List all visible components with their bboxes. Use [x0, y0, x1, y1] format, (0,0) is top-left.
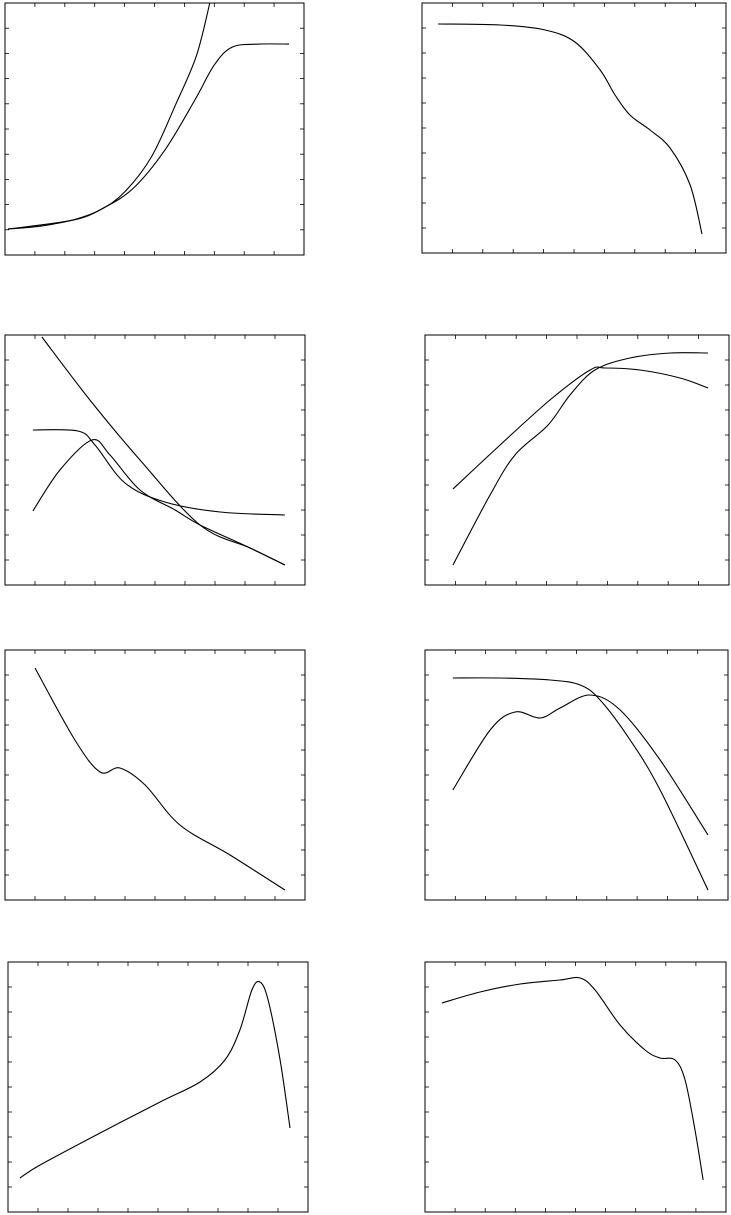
- line-series: [32, 429, 285, 516]
- panel: [424, 961, 727, 1213]
- plot-area: [441, 976, 704, 1181]
- plot-area: [7, 3, 290, 230]
- plot-area: [34, 667, 286, 891]
- line-series: [438, 23, 703, 235]
- line-series: [19, 980, 291, 1179]
- panel: [4, 334, 306, 586]
- line-series: [41, 336, 286, 566]
- plot-frame: [4, 2, 305, 256]
- plot-frame: [424, 649, 729, 901]
- line-series: [7, 3, 211, 230]
- line-series: [452, 694, 709, 836]
- plot-area: [438, 23, 703, 235]
- line-series: [7, 43, 290, 230]
- plot-area: [452, 352, 709, 566]
- panel: [424, 334, 730, 586]
- line-series: [452, 352, 709, 566]
- line-series: [441, 976, 704, 1181]
- plot-area: [452, 677, 709, 891]
- plot-frame: [7, 961, 309, 1213]
- panel: [7, 961, 309, 1213]
- panel: [4, 649, 306, 901]
- plot-area: [19, 980, 291, 1179]
- line-series: [452, 366, 709, 490]
- plot-frame: [424, 334, 730, 586]
- plot-frame: [4, 649, 306, 901]
- panel: [4, 2, 305, 256]
- line-series: [32, 439, 286, 566]
- plot-frame: [4, 334, 306, 586]
- plot-frame: [424, 961, 727, 1213]
- plot-area: [32, 336, 286, 566]
- panel: [424, 649, 729, 901]
- plot-frame: [421, 2, 727, 254]
- line-series: [452, 677, 709, 891]
- line-series: [34, 667, 286, 891]
- panel: [421, 2, 727, 254]
